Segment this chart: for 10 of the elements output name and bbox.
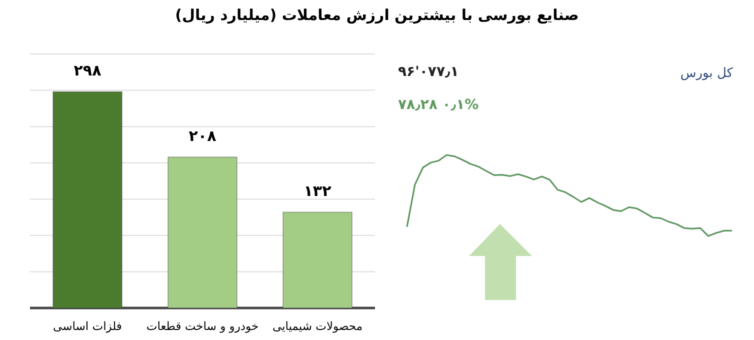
title: صنایع بورسی با بیشترین ارزش معاملات (میلیارد ریال)	[175, 6, 579, 24]
data-label: ۱۳۲	[304, 182, 332, 200]
data-label: ۲۹۸	[74, 62, 102, 80]
x-tick-label: فلزات اساسی	[53, 319, 122, 333]
x-tick-label: محصولات شیمیایی	[272, 319, 363, 333]
data-label: ۲۰۸	[188, 127, 216, 146]
text: ۷۸٫۲۸ ۰٫۱%	[398, 97, 479, 113]
x-tick-label: خودرو و ساخت قطعات	[146, 319, 259, 333]
text: ۹۶'۰۷۷٫۱	[398, 64, 459, 80]
chart-title: کل بورس	[680, 66, 734, 81]
